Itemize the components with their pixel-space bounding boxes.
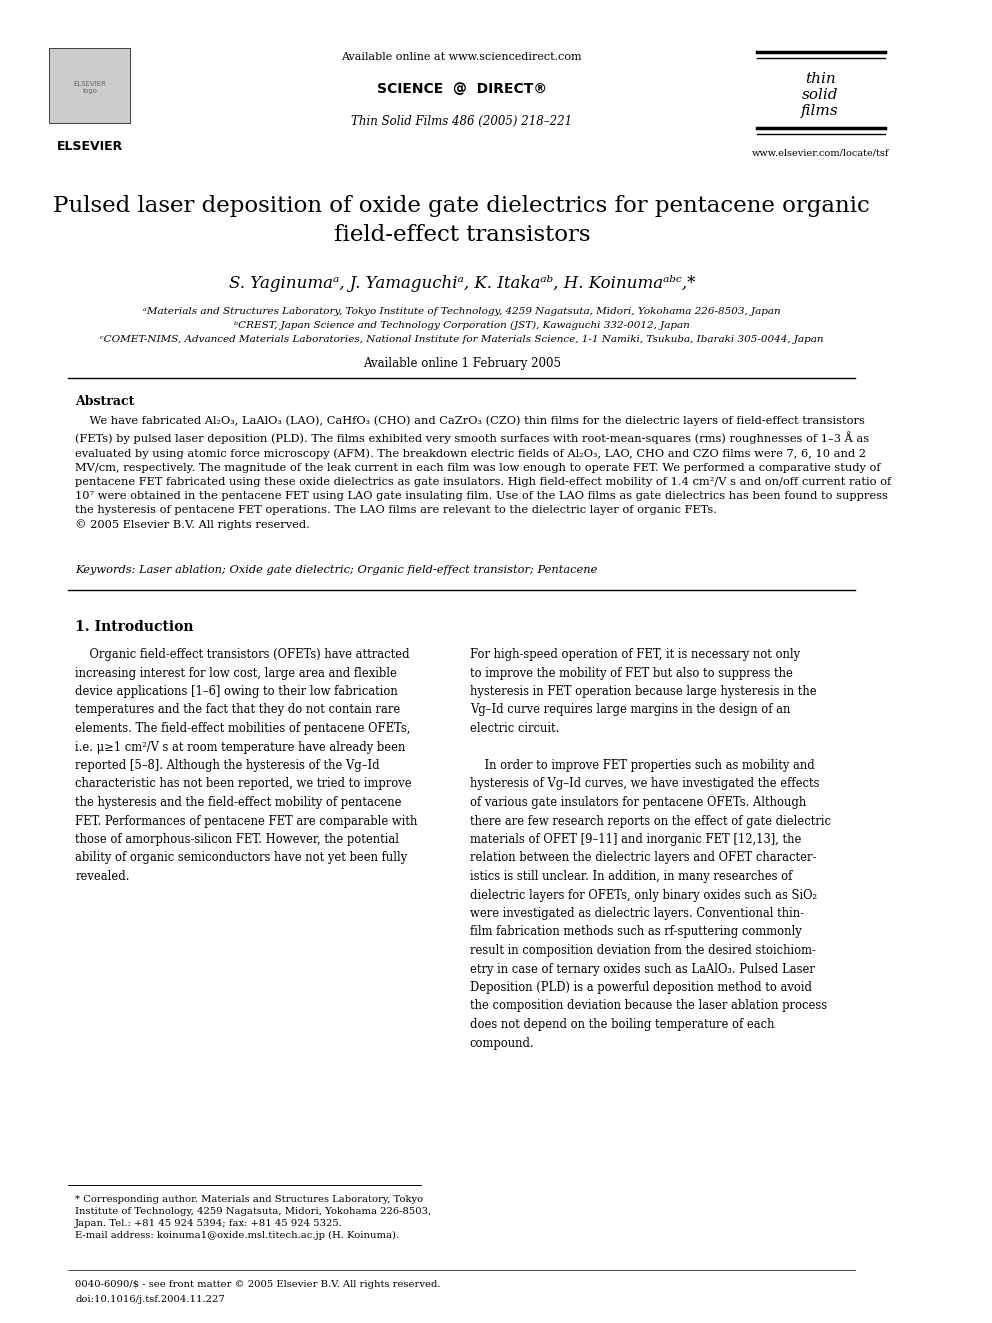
Text: Thin Solid Films 486 (2005) 218–221: Thin Solid Films 486 (2005) 218–221 (351, 115, 572, 128)
Text: ᵃMaterials and Structures Laboratory, Tokyo Institute of Technology, 4259 Nagats: ᵃMaterials and Structures Laboratory, To… (143, 307, 781, 316)
Text: For high-speed operation of FET, it is necessary not only
to improve the mobilit: For high-speed operation of FET, it is n… (470, 648, 830, 1049)
Text: thin
solid
films: thin solid films (802, 71, 839, 118)
Text: www.elsevier.com/locate/tsf: www.elsevier.com/locate/tsf (751, 148, 889, 157)
Text: 0040-6090/$ - see front matter © 2005 Elsevier B.V. All rights reserved.: 0040-6090/$ - see front matter © 2005 El… (75, 1279, 440, 1289)
FancyBboxPatch shape (49, 48, 130, 123)
Text: * Corresponding author. Materials and Structures Laboratory, Tokyo
Institute of : * Corresponding author. Materials and St… (75, 1195, 432, 1240)
Text: ᵇCREST, Japan Science and Technology Corporation (JST), Kawaguchi 332-0012, Japa: ᵇCREST, Japan Science and Technology Cor… (234, 321, 689, 331)
Text: doi:10.1016/j.tsf.2004.11.227: doi:10.1016/j.tsf.2004.11.227 (75, 1295, 225, 1304)
Text: Keywords: Laser ablation; Oxide gate dielectric; Organic field-effect transistor: Keywords: Laser ablation; Oxide gate die… (75, 565, 597, 576)
Text: Abstract: Abstract (75, 396, 135, 407)
Text: S. Yaginumaᵃ, J. Yamaguchiᵃ, K. Itakaᵃᵇ, H. Koinumaᵃᵇᶜ,*: S. Yaginumaᵃ, J. Yamaguchiᵃ, K. Itakaᵃᵇ,… (228, 275, 695, 292)
Text: 1. Introduction: 1. Introduction (75, 620, 193, 634)
Text: Available online 1 February 2005: Available online 1 February 2005 (363, 357, 560, 370)
Text: SCIENCE  @  DIRECT®: SCIENCE @ DIRECT® (377, 82, 547, 97)
Text: Pulsed laser deposition of oxide gate dielectrics for pentacene organic
field-ef: Pulsed laser deposition of oxide gate di… (54, 194, 870, 246)
Text: We have fabricated Al₂O₃, LaAlO₃ (LAO), CaHfO₃ (CHO) and CaZrO₃ (CZO) thin films: We have fabricated Al₂O₃, LaAlO₃ (LAO), … (75, 415, 892, 529)
Text: ELSEVIER
logo: ELSEVIER logo (73, 82, 107, 94)
Text: Available online at www.sciencedirect.com: Available online at www.sciencedirect.co… (341, 52, 582, 62)
Text: Organic field-effect transistors (OFETs) have attracted
increasing interest for : Organic field-effect transistors (OFETs)… (75, 648, 418, 882)
Text: ELSEVIER: ELSEVIER (58, 140, 123, 153)
Text: ᶜCOMET-NIMS, Advanced Materials Laboratories, National Institute for Materials S: ᶜCOMET-NIMS, Advanced Materials Laborato… (100, 335, 823, 344)
